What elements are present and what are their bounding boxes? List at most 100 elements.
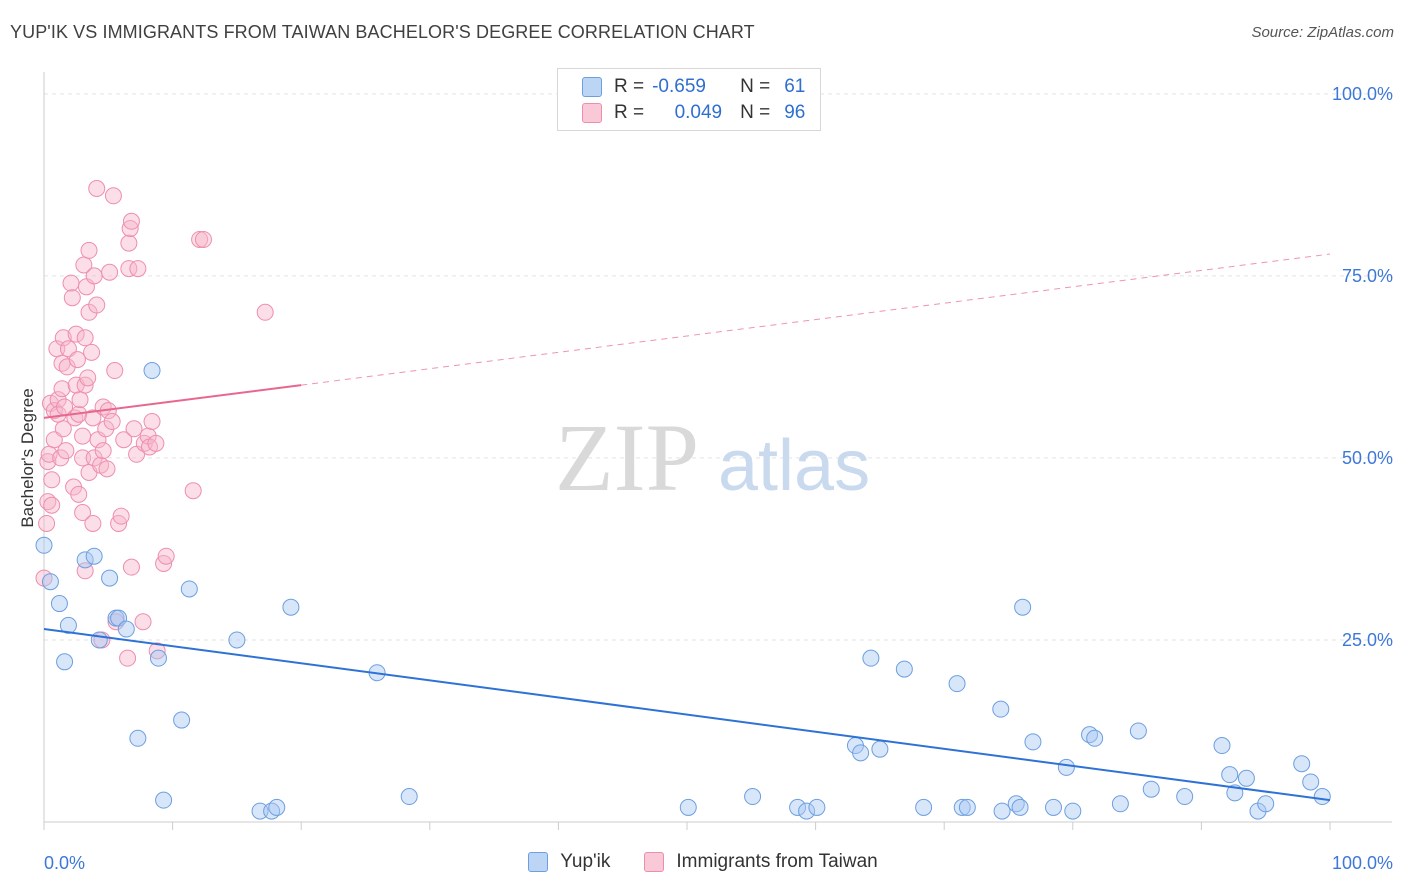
data-point-taiwan (97, 420, 115, 438)
data-point-taiwan (43, 471, 61, 489)
data-point-taiwan (76, 329, 94, 347)
series-legend-taiwan[interactable]: Immigrants from Taiwan (644, 851, 878, 873)
chart-title: YUP'IK VS IMMIGRANTS FROM TAIWAN BACHELO… (10, 22, 755, 42)
data-point-taiwan (74, 427, 92, 445)
legend-r-label: R = (614, 102, 645, 123)
data-point-taiwan (67, 325, 85, 343)
legend-n-label: N = (740, 102, 771, 123)
data-point-taiwan (57, 442, 75, 460)
data-point-yupik (915, 798, 933, 816)
data-point-taiwan (129, 260, 147, 278)
data-point-yupik (1221, 766, 1239, 784)
trend-line-taiwan-extension (301, 253, 1331, 386)
data-point-yupik (41, 573, 59, 591)
data-point-yupik (56, 653, 74, 671)
data-point-yupik (76, 551, 94, 569)
data-point-yupik (862, 649, 880, 667)
source-credit: Source: ZipAtlas.com (1251, 24, 1394, 41)
data-point-taiwan (70, 485, 88, 503)
series-swatch-taiwan (644, 852, 665, 872)
data-point-yupik (400, 788, 418, 806)
legend-swatch-taiwan (582, 103, 602, 123)
data-point-yupik (173, 711, 191, 729)
data-point-yupik (1086, 729, 1104, 747)
data-point-taiwan (63, 289, 81, 307)
data-point-yupik (1011, 798, 1029, 816)
data-point-taiwan (85, 267, 103, 285)
data-point-yupik (180, 580, 198, 598)
axes (43, 72, 1392, 830)
data-point-taiwan (39, 453, 57, 471)
y-tick-label: 50.0% (1342, 448, 1393, 468)
data-point-yupik (1024, 733, 1042, 751)
data-point-taiwan (84, 409, 102, 427)
data-point-taiwan (59, 340, 77, 358)
grid-lines (44, 93, 1392, 641)
series-legend-label: Yup'ik (560, 851, 611, 872)
series-legend: Yup'ik Immigrants from Taiwan (0, 851, 1406, 873)
data-point-yupik (744, 788, 762, 806)
data-point-yupik (1257, 795, 1275, 813)
data-point-yupik (992, 700, 1010, 718)
data-point-taiwan (143, 413, 161, 431)
y-axis-label: Bachelor's Degree (18, 388, 37, 528)
series-legend-label: Immigrants from Taiwan (676, 851, 878, 872)
data-point-yupik (1045, 798, 1063, 816)
data-point-yupik (90, 631, 108, 649)
data-point-yupik (993, 802, 1011, 820)
data-point-taiwan (54, 420, 72, 438)
data-point-taiwan (49, 391, 67, 409)
data-point-taiwan (106, 362, 124, 380)
data-point-yupik (149, 649, 167, 667)
data-point-taiwan (191, 230, 209, 248)
correlation-legend: R = -0.659 N = 61 R = 0.049 N = 96 (557, 68, 821, 131)
data-point-taiwan (122, 558, 140, 576)
data-point-yupik (1293, 755, 1311, 773)
data-point-taiwan (115, 431, 133, 449)
data-point-taiwan (45, 431, 63, 449)
legend-r-value: -0.659 (652, 76, 706, 97)
data-point-taiwan (62, 274, 80, 292)
data-point-taiwan (68, 351, 86, 369)
watermark-zip: ZIP (555, 404, 699, 511)
data-point-yupik (679, 798, 697, 816)
data-point-taiwan (184, 482, 202, 500)
legend-n-label: N = (740, 76, 771, 97)
data-point-yupik (1302, 773, 1320, 791)
legend-row-taiwan: R = 0.049 N = 96 (582, 100, 805, 126)
data-point-taiwan (148, 642, 166, 660)
series-legend-yupik[interactable]: Yup'ik (528, 851, 610, 873)
legend-r-value: 0.049 (674, 102, 723, 123)
data-point-yupik (101, 569, 119, 587)
legend-n-value: 96 (784, 102, 806, 123)
data-point-yupik (282, 598, 300, 616)
y-tick-label: 100.0% (1332, 84, 1393, 104)
data-point-yupik (50, 595, 68, 613)
trend-line-yupik (43, 628, 1331, 802)
data-point-taiwan (120, 234, 138, 252)
data-point-yupik (251, 802, 269, 820)
data-point-yupik (1313, 788, 1331, 806)
data-point-yupik (143, 362, 161, 380)
legend-n-value: 61 (784, 76, 806, 97)
data-point-taiwan (122, 212, 140, 230)
data-point-taiwan (88, 296, 106, 314)
data-point-yupik (1176, 788, 1194, 806)
data-point-taiwan (38, 514, 56, 532)
data-point-taiwan (74, 504, 92, 522)
legend-r-label: R = (614, 76, 645, 97)
data-point-yupik (948, 675, 966, 693)
x-tick-label: 0.0% (44, 853, 85, 873)
data-point-taiwan (194, 230, 212, 248)
data-point-yupik (117, 620, 135, 638)
data-point-yupik (35, 536, 53, 554)
data-point-yupik (1057, 758, 1075, 776)
data-point-taiwan (147, 434, 165, 452)
data-point-yupik (852, 744, 870, 762)
data-point-yupik (129, 729, 147, 747)
data-point-yupik (958, 798, 976, 816)
data-point-yupik (1142, 780, 1160, 798)
watermark: ZIP atlas (555, 404, 870, 511)
legend-swatch-yupik (582, 77, 602, 97)
